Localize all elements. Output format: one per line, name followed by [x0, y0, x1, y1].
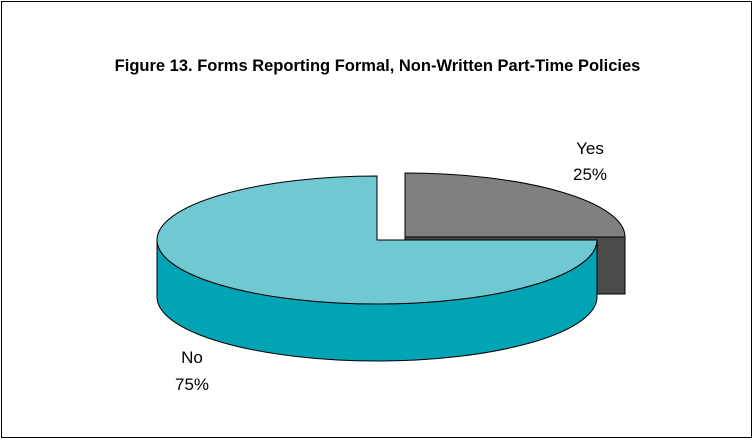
value-label-no: 75%	[175, 375, 209, 394]
slice-yes	[404, 172, 626, 238]
slice-no	[156, 175, 598, 305]
slice-label-yes: Yes 25%	[573, 139, 607, 184]
category-label-no: No	[181, 348, 203, 367]
value-label-yes: 25%	[573, 165, 607, 184]
category-label-yes: Yes	[576, 139, 604, 158]
slice-label-no: No 75%	[175, 348, 209, 394]
pie-slices	[156, 172, 626, 362]
chart-title: Figure 13. Forms Reporting Formal, Non-W…	[114, 57, 641, 75]
